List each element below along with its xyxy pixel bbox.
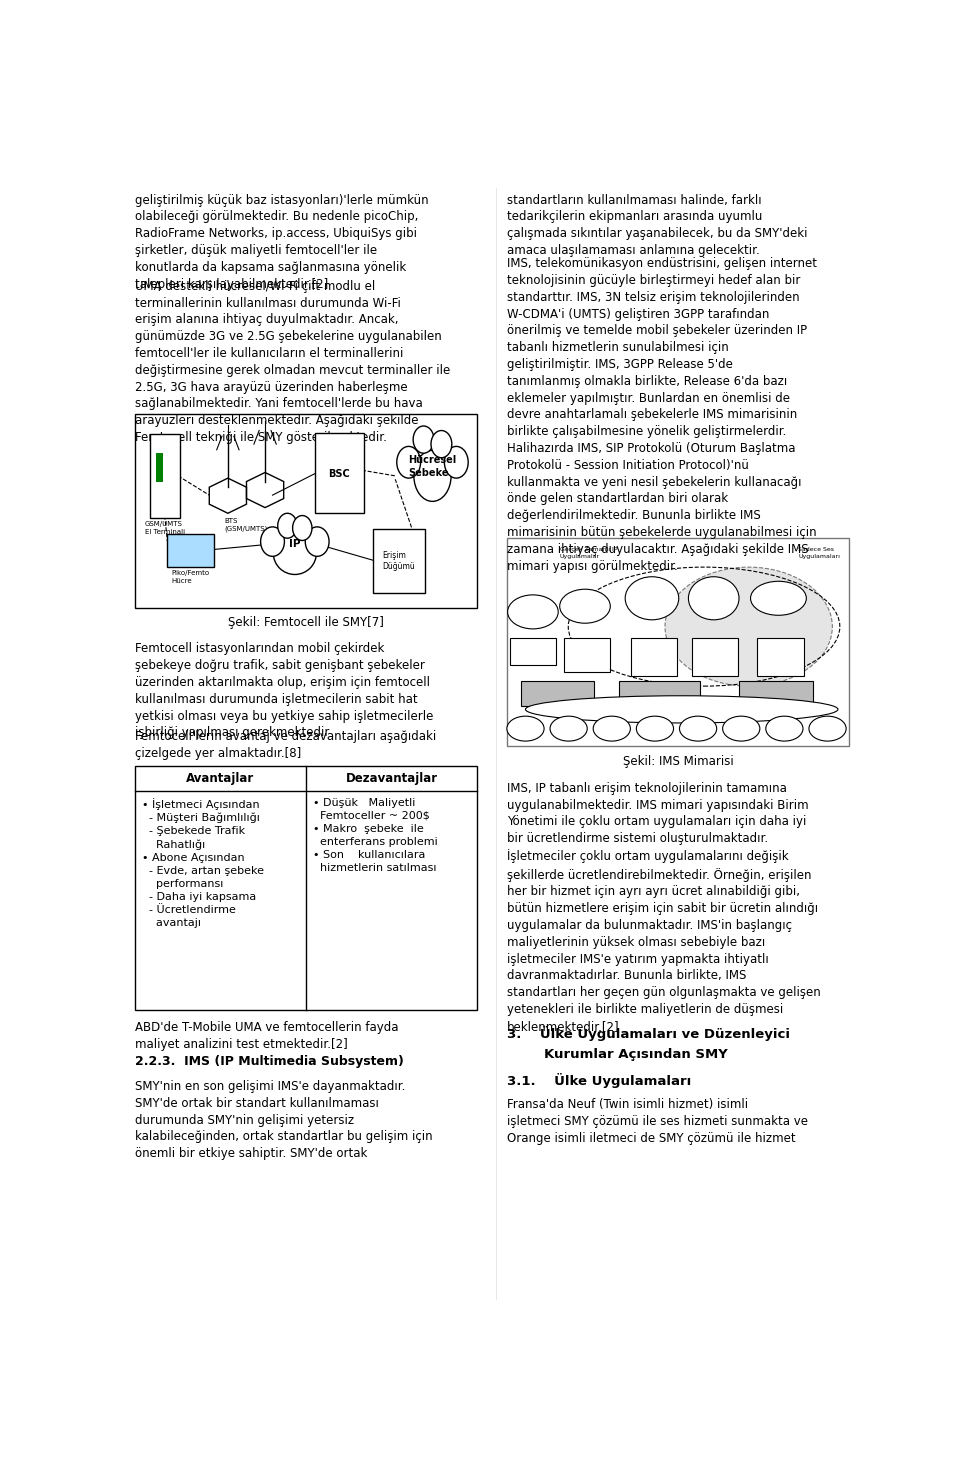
Text: İLETİM: IP/ETHERNET: İLETİM: IP/ETHERNET [654, 707, 710, 712]
Text: SIP
Uygulamaları: SIP Uygulamaları [762, 652, 799, 662]
FancyBboxPatch shape [156, 453, 163, 481]
Ellipse shape [507, 717, 544, 740]
Text: IPTV
Uygulama: IPTV Uygulama [640, 652, 668, 662]
Ellipse shape [550, 717, 588, 740]
Text: ABD'de T-Mobile UMA ve femtocellerin fayda
maliyet analizini test etmektedir.[2]: ABD'de T-Mobile UMA ve femtocellerin fay… [134, 1022, 398, 1051]
Text: Birim
Yönetim: Birim Yönetim [703, 593, 725, 604]
Text: CDMA Ev
Do, etc: CDMA Ev Do, etc [816, 723, 839, 735]
Ellipse shape [688, 577, 739, 620]
Ellipse shape [293, 515, 312, 540]
Text: 3.1.    Ülke Uygulamaları: 3.1. Ülke Uygulamaları [507, 1073, 691, 1088]
Text: WiMAX: WiMAX [646, 726, 663, 732]
Ellipse shape [508, 595, 558, 629]
Text: Şekil: IMS Mimarisi: Şekil: IMS Mimarisi [623, 755, 733, 768]
Text: GSM/UMTS
El Terminali: GSM/UMTS El Terminali [145, 521, 184, 536]
Ellipse shape [560, 589, 611, 623]
Ellipse shape [396, 446, 420, 478]
Ellipse shape [277, 514, 297, 539]
Text: Wi-Fi: Wi-Fi [606, 726, 617, 732]
Text: IMS, telekomünikasyon endüstrisini, gelişen internet
teknolojisinin gücüyle birl: IMS, telekomünikasyon endüstrisini, geli… [507, 258, 817, 573]
Text: Hücresel
Şebeke: Hücresel Şebeke [408, 455, 457, 478]
FancyBboxPatch shape [739, 682, 813, 707]
Text: IPTV İsteğe
Bağlı Video: IPTV İsteğe Bağlı Video [636, 592, 667, 605]
FancyBboxPatch shape [756, 637, 804, 677]
Text: Gerçek Zamanlı IP
Uygulamalar: Gerçek Zamanlı IP Uygulamalar [560, 548, 617, 559]
Ellipse shape [751, 581, 806, 615]
FancyBboxPatch shape [619, 682, 700, 707]
Text: Sadece Ses
Uygulamaları: Sadece Ses Uygulamaları [799, 548, 840, 559]
Ellipse shape [625, 577, 679, 620]
Text: SMY'nin en son gelişimi IMS'e dayanmaktadır.
SMY'de ortak bir standart kullanılm: SMY'nin en son gelişimi IMS'e dayanmakta… [134, 1080, 433, 1160]
Text: BSC: BSC [328, 468, 350, 478]
FancyBboxPatch shape [510, 637, 556, 665]
Ellipse shape [593, 717, 631, 740]
Ellipse shape [305, 527, 329, 556]
Text: DSL: DSL [520, 726, 530, 732]
Text: IMS, IP tabanlı erişim teknolojilerinin tamamına
uygulanabilmektedir. IMS mimari: IMS, IP tabanlı erişim teknolojilerinin … [507, 782, 821, 1033]
Text: Femtocell'lerin avantaj ve dezavantajları aşağıdaki
çizelgede yer almaktadır.[8]: Femtocell'lerin avantaj ve dezavantajlar… [134, 730, 436, 760]
Text: Fransa'da Neuf (Twin isimli hizmet) isimli
işletmeci SMY çözümü ile ses hizmeti : Fransa'da Neuf (Twin isimli hizmet) isim… [507, 1098, 808, 1145]
Ellipse shape [809, 717, 846, 740]
Ellipse shape [444, 446, 468, 478]
Text: Dezavantajlar: Dezavantajlar [346, 771, 438, 785]
Text: Web
Uygulama: Web Uygulama [573, 649, 601, 661]
Text: ISS Çekirdek Şebeke: ISS Çekirdek Şebeke [529, 690, 586, 696]
Ellipse shape [680, 717, 717, 740]
FancyBboxPatch shape [564, 637, 611, 671]
Text: 3.    Ülke Uygulamaları ve Düzenleyici: 3. Ülke Uygulamaları ve Düzenleyici [507, 1026, 790, 1041]
Text: 2.2.3.  IMS (IP Multimedia Subsystem): 2.2.3. IMS (IP Multimedia Subsystem) [134, 1055, 404, 1069]
Ellipse shape [260, 527, 284, 556]
Text: Kurumlar Açısından SMY: Kurumlar Açısından SMY [507, 1048, 728, 1061]
Text: E-posta v.s: E-posta v.s [518, 609, 548, 614]
Text: Web erişim: Web erişim [569, 604, 600, 609]
FancyBboxPatch shape [315, 433, 364, 514]
Text: standartların kullanılmaması halinde, farklı
tedarikçilerin ekipmanları arasında: standartların kullanılmaması halinde, fa… [507, 194, 807, 258]
Ellipse shape [525, 696, 838, 723]
Text: geliştirilmiş küçük baz istasyonları)'lerle mümkün
olabileceği görülmektedir. Bu: geliştirilmiş küçük baz istasyonları)'le… [134, 194, 428, 290]
Text: UMA destekli hücresel/Wi-Fi çift modlu el
terminallerinin kullanılması durumunda: UMA destekli hücresel/Wi-Fi çift modlu e… [134, 280, 450, 445]
Ellipse shape [413, 425, 434, 453]
FancyBboxPatch shape [134, 414, 477, 608]
Text: Piko/Femto
Hücre: Piko/Femto Hücre [172, 570, 209, 584]
FancyBboxPatch shape [134, 765, 477, 1010]
Text: Avantajlar: Avantajlar [186, 771, 254, 785]
Text: Femtocell istasyonlarından mobil çekirdek
şebekeye doğru trafik, sabit genişbant: Femtocell istasyonlarından mobil çekirde… [134, 642, 433, 739]
Text: Erişim
Düğümü: Erişim Düğümü [383, 551, 416, 571]
Text: SIP
Uygulamaları: SIP Uygulamaları [697, 652, 733, 662]
Text: Uygulamalar: Uygulamalar [516, 649, 551, 654]
Text: UMTS: UMTS [778, 726, 791, 732]
Text: • İşletmeci Açısından
  - Müşteri Bağımlılığı
  - Şebekede Trafik
    Rahatlığı
: • İşletmeci Açısından - Müşteri Bağımlıl… [142, 798, 264, 929]
Text: IPTV Çekirdek Şebekei: IPTV Çekirdek Şebekei [629, 690, 690, 696]
FancyBboxPatch shape [167, 534, 214, 567]
FancyBboxPatch shape [507, 539, 849, 746]
Ellipse shape [723, 717, 760, 740]
FancyBboxPatch shape [631, 637, 677, 677]
Text: IMS Çekirdek Şebeke: IMS Çekirdek Şebeke [748, 690, 804, 696]
Text: Fiber: Fiber [563, 726, 575, 732]
FancyBboxPatch shape [692, 637, 738, 677]
Ellipse shape [766, 717, 803, 740]
Ellipse shape [431, 430, 452, 458]
FancyBboxPatch shape [372, 528, 425, 593]
Text: EDGE: EDGE [734, 726, 748, 732]
Ellipse shape [274, 531, 317, 574]
FancyBboxPatch shape [150, 434, 180, 518]
Text: BTS
(GSM/UMTS): BTS (GSM/UMTS) [225, 518, 268, 533]
Text: • Düşük   Maliyetli
  Femtoceller ~ 200$
• Makro  şebeke  ile
  enterferans prob: • Düşük Maliyetli Femtoceller ~ 200$ • M… [313, 798, 438, 873]
Text: GPRS: GPRS [691, 726, 705, 732]
Text: VoIP, PSTN: VoIP, PSTN [764, 596, 793, 601]
FancyBboxPatch shape [520, 682, 594, 707]
Ellipse shape [665, 567, 832, 686]
Text: IP: IP [289, 539, 300, 549]
Ellipse shape [636, 717, 674, 740]
Text: Şekil: Femtocell ile SMY[7]: Şekil: Femtocell ile SMY[7] [228, 617, 384, 630]
Ellipse shape [414, 450, 451, 502]
